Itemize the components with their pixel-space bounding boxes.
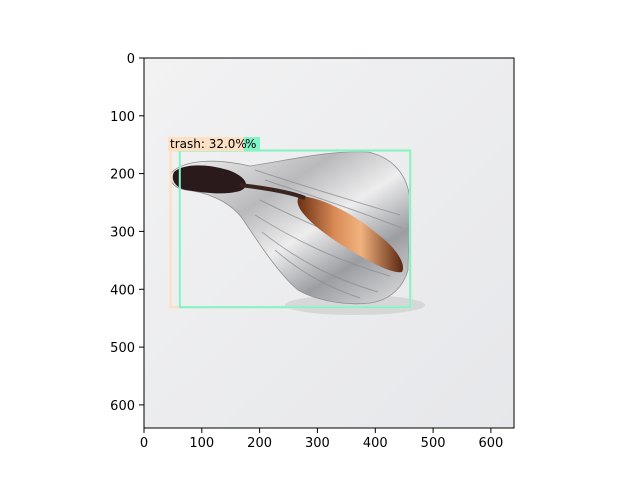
svg-text:600: 600 bbox=[110, 399, 135, 414]
detection-label-secondary: % bbox=[244, 137, 260, 151]
y-tick: 100 bbox=[110, 110, 144, 125]
x-tick: 600 bbox=[478, 428, 503, 451]
x-tick: 500 bbox=[421, 428, 446, 451]
y-tick: 200 bbox=[110, 168, 144, 183]
x-tick: 0 bbox=[140, 428, 148, 451]
photo bbox=[144, 58, 514, 428]
can-opening bbox=[172, 165, 247, 194]
y-tick: 400 bbox=[110, 283, 144, 298]
svg-text:200: 200 bbox=[110, 168, 135, 183]
x-axis: 0 100 200 300 400 500 600 bbox=[140, 428, 503, 451]
y-axis: 0 100 200 300 400 500 600 bbox=[110, 52, 144, 414]
svg-text:400: 400 bbox=[110, 283, 135, 298]
x-tick: 400 bbox=[363, 428, 388, 451]
svg-text:100: 100 bbox=[189, 436, 214, 451]
x-tick: 100 bbox=[189, 428, 214, 451]
y-tick: 500 bbox=[110, 341, 144, 356]
svg-text:%: % bbox=[245, 137, 256, 151]
svg-text:200: 200 bbox=[247, 436, 272, 451]
svg-text:trash: 32.0%: trash: 32.0% bbox=[170, 137, 247, 151]
x-tick: 300 bbox=[305, 428, 330, 451]
svg-text:0: 0 bbox=[127, 52, 135, 67]
svg-text:500: 500 bbox=[421, 436, 446, 451]
svg-text:400: 400 bbox=[363, 436, 388, 451]
svg-text:500: 500 bbox=[110, 341, 135, 356]
svg-text:0: 0 bbox=[140, 436, 148, 451]
detection-label-trash: trash: 32.0% bbox=[168, 137, 247, 151]
y-tick: 0 bbox=[127, 52, 144, 67]
svg-text:100: 100 bbox=[110, 110, 135, 125]
svg-text:300: 300 bbox=[110, 225, 135, 240]
svg-text:300: 300 bbox=[305, 436, 330, 451]
svg-text:600: 600 bbox=[478, 436, 503, 451]
x-tick: 200 bbox=[247, 428, 272, 451]
y-tick: 600 bbox=[110, 399, 144, 414]
can-interior bbox=[297, 196, 404, 273]
detection-box-secondary bbox=[178, 149, 412, 309]
y-tick: 300 bbox=[110, 225, 144, 240]
axes-frame bbox=[143, 57, 515, 429]
